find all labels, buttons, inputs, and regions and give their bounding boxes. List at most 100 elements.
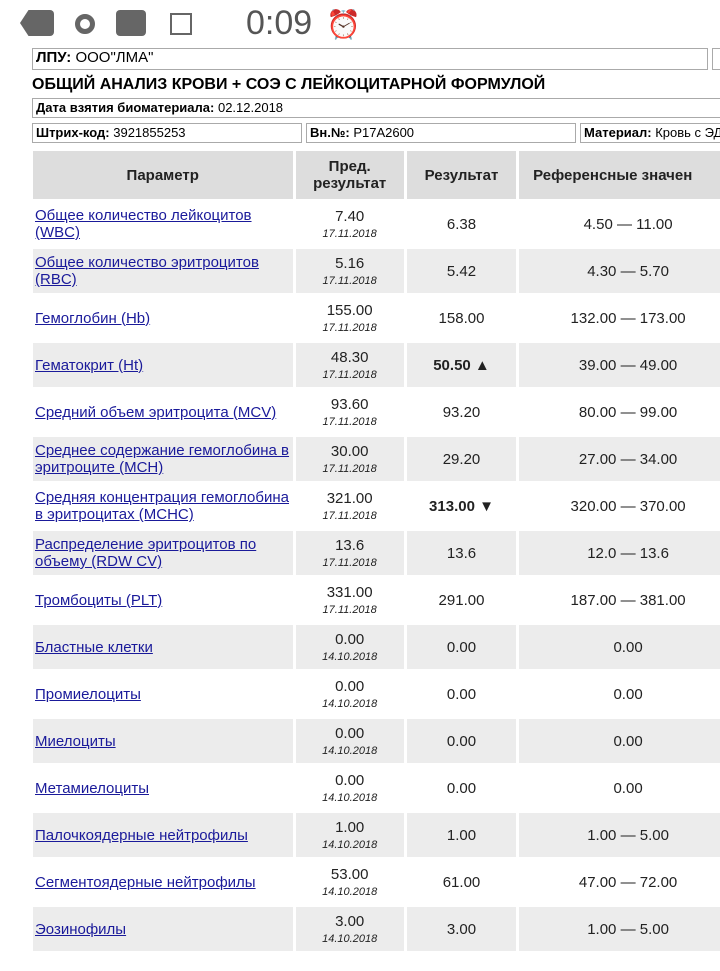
previous-value: 0.00 <box>335 725 365 742</box>
parameter-cell: Средний объем эритроцита (MCV) <box>33 390 293 434</box>
parameter-cell: Миелоциты <box>33 719 293 763</box>
previous-cell: 93.60 17.11.2018 <box>296 390 404 434</box>
parameter-link[interactable]: Метамиелоциты <box>35 779 149 797</box>
previous-value: 0.00 <box>335 631 365 648</box>
parameter-cell: Общее количество лейкоцитов (WBC) <box>33 202 293 246</box>
previous-value: 321.00 <box>326 490 373 507</box>
previous-cell: 0.00 14.10.2018 <box>296 672 404 716</box>
page-title: ОБЩИЙ АНАЛИЗ КРОВИ + СОЭ С ЛЕЙКОЦИТАРНОЙ… <box>32 76 546 93</box>
parameter-link[interactable]: Тромбоциты (PLT) <box>35 591 163 609</box>
previous-value: 7.40 <box>335 208 365 225</box>
parameter-link[interactable]: Сегментоядерные нейтрофилы <box>35 873 256 891</box>
result-cell: 291.00 <box>438 591 485 609</box>
reference-cell: 27.00 — 34.00 <box>519 437 720 481</box>
result-cell: 5.42 <box>406 249 517 293</box>
parameter-cell: Метамиелоциты <box>33 766 293 810</box>
parameter-link[interactable]: Миелоциты <box>35 732 116 750</box>
previous-cell: 331.00 17.11.2018 <box>296 578 404 622</box>
date-field: Дата взятия биоматериала: 02.12.2018 <box>32 98 720 118</box>
previous-value: 5.16 <box>335 255 365 272</box>
reference-cell: 80.00 — 99.00 <box>578 403 678 421</box>
results-table: Параметр Пред. результат Результат Рефер… <box>30 148 720 954</box>
previous-date: 14.10.2018 <box>322 933 378 945</box>
barcode-field: Штрих-код: 3921855253 <box>32 123 302 143</box>
table-row: Миелоциты 0.00 14.10.2018 0.00 0.00 <box>33 719 720 763</box>
reference-cell: 1.00 — 5.00 <box>519 907 720 951</box>
previous-value: 3.00 <box>335 913 365 930</box>
previous-value: 331.00 <box>326 584 373 601</box>
previous-date: 14.10.2018 <box>322 745 378 757</box>
clock: 0:09 <box>246 4 313 42</box>
previous-cell: 155.00 17.11.2018 <box>296 296 404 340</box>
result-cell: 158.00 <box>438 309 485 327</box>
parameter-link[interactable]: Эозинофилы <box>35 920 127 938</box>
reference-cell: 39.00 — 49.00 <box>519 343 720 387</box>
header-reference: Референсные значен <box>519 151 720 199</box>
circle-icon <box>75 14 95 34</box>
table-row: Бластные клетки 0.00 14.10.2018 0.00 0.00 <box>33 625 720 669</box>
reference-cell: 47.00 — 72.00 <box>578 873 678 891</box>
parameter-link[interactable]: Средняя концентрация гемоглобина в эритр… <box>35 489 289 523</box>
result-cell: 313.00 ▼ <box>429 497 494 515</box>
parameter-link[interactable]: Общее количество эритроцитов (RBC) <box>35 254 259 288</box>
parameter-cell: Палочкоядерные нейтрофилы <box>33 813 293 857</box>
result-cell: 3.00 <box>406 907 517 951</box>
table-row: Среднее содержание гемоглобина в эритроц… <box>33 437 720 481</box>
parameter-link[interactable]: Распределение эритроцитов по объему (RDW… <box>35 536 257 570</box>
reference-cell: 0.00 <box>519 625 720 669</box>
result-cell: 0.00 <box>406 719 517 763</box>
previous-value: 13.6 <box>335 537 365 554</box>
result-cell: 6.38 <box>446 215 477 233</box>
previous-value: 30.00 <box>330 443 369 460</box>
previous-cell: 5.16 17.11.2018 <box>295 249 404 293</box>
result-cell: 29.20 <box>406 437 517 481</box>
parameter-link[interactable]: Средний объем эритроцита (MCV) <box>35 403 277 421</box>
parameter-link[interactable]: Палочкоядерные нейтрофилы <box>35 826 248 844</box>
parameter-link[interactable]: Бластные клетки <box>35 638 153 656</box>
previous-date: 14.10.2018 <box>322 839 378 851</box>
parameter-link[interactable]: Среднее содержание гемоглобина в эритроц… <box>35 442 290 476</box>
reference-cell: 0.00 <box>613 779 643 797</box>
table-row: Сегментоядерные нейтрофилы 53.00 14.10.20… <box>33 860 720 904</box>
previous-cell: 0.00 14.10.2018 <box>295 625 404 669</box>
lpu-field: ЛПУ: ООО"ЛМА" <box>32 48 708 70</box>
header-previous: Пред. результат <box>295 151 404 199</box>
previous-date: 17.11.2018 <box>322 322 377 334</box>
previous-value: 53.00 <box>330 866 369 883</box>
header-result: Результат <box>406 151 517 199</box>
parameter-link[interactable]: Гематокрит (Ht) <box>35 356 144 374</box>
parameter-cell: Распределение эритроцитов по объему (RDW… <box>33 531 293 575</box>
parameter-link[interactable]: Гемоглобин (Hb) <box>35 309 151 327</box>
table-row: Промиелоциты 0.00 14.10.2018 0.00 0.00 <box>33 672 720 716</box>
reference-cell: 4.50 — 11.00 <box>583 215 673 233</box>
reference-cell: 132.00 — 173.00 <box>570 309 686 327</box>
status-bar: 0:09 ⏰ <box>0 0 720 48</box>
reference-cell: 1.00 — 5.00 <box>519 813 720 857</box>
previous-cell: 30.00 17.11.2018 <box>295 437 404 481</box>
previous-cell: 0.00 14.10.2018 <box>295 719 404 763</box>
reference-cell: 0.00 <box>519 719 720 763</box>
material-field: Материал: Кровь с ЭД <box>580 123 720 143</box>
previous-cell: 53.00 14.10.2018 <box>296 860 404 904</box>
previous-cell: 3.00 14.10.2018 <box>295 907 404 951</box>
previous-value: 155.00 <box>326 302 373 319</box>
reference-cell: 0.00 <box>613 685 643 703</box>
parameter-cell: Общее количество эритроцитов (RBC) <box>33 249 293 293</box>
previous-date: 14.10.2018 <box>322 886 378 898</box>
previous-cell: 0.00 14.10.2018 <box>296 766 404 810</box>
result-cell: 93.20 <box>442 403 481 421</box>
previous-value: 48.30 <box>330 349 369 366</box>
table-row: Эозинофилы 3.00 14.10.2018 3.00 1.00 — 5.… <box>33 907 720 951</box>
result-cell: 50.50 ▲ <box>406 343 517 387</box>
parameter-cell: Сегментоядерные нейтрофилы <box>33 860 293 904</box>
table-row: Средний объем эритроцита (MCV) 93.60 17.1… <box>33 390 720 434</box>
result-cell: 0.00 <box>446 779 477 797</box>
parameter-link[interactable]: Промиелоциты <box>35 685 141 703</box>
result-cell: 13.6 <box>406 531 517 575</box>
alarm-icon: ⏰ <box>326 9 361 40</box>
table-row: Общее количество лейкоцитов (WBC) 7.40 17… <box>33 202 720 246</box>
parameter-link[interactable]: Общее количество лейкоцитов (WBC) <box>35 207 252 241</box>
previous-date: 17.11.2018 <box>322 275 377 287</box>
previous-date: 14.10.2018 <box>322 698 378 710</box>
previous-date: 17.11.2018 <box>322 228 377 240</box>
